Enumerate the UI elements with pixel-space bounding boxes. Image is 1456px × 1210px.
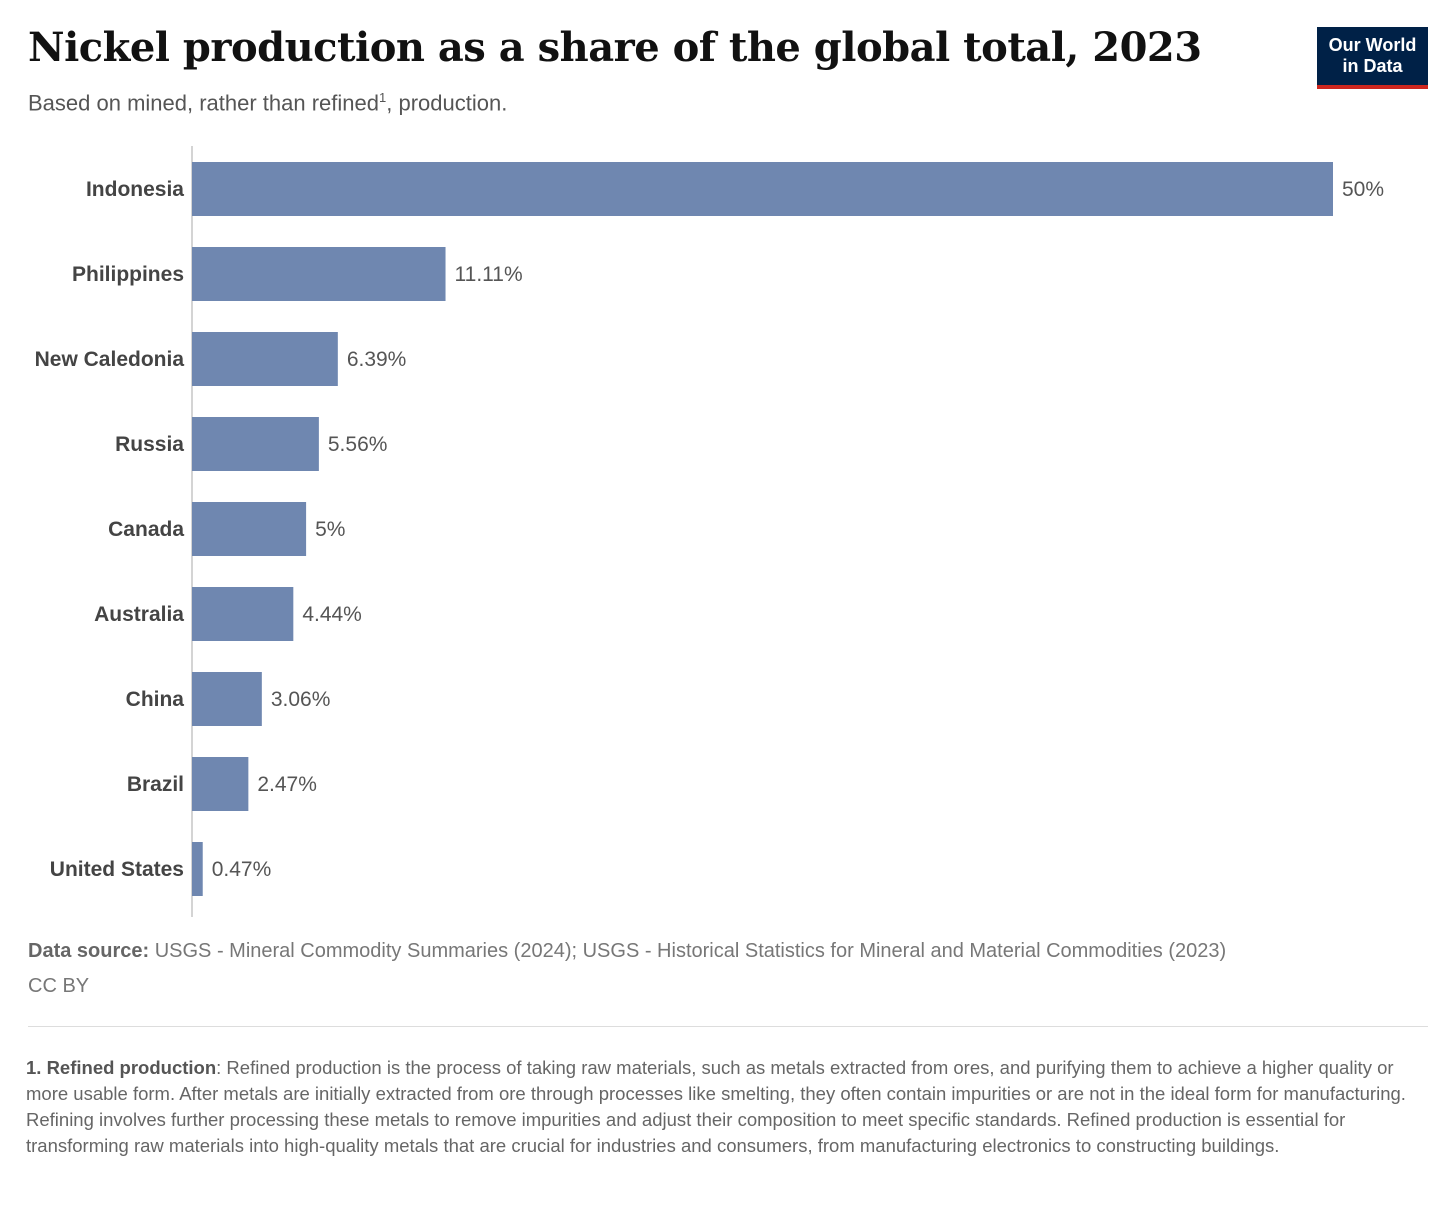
bar[interactable] bbox=[192, 417, 319, 471]
divider bbox=[28, 1026, 1428, 1027]
footnote-text: : Refined production is the process of t… bbox=[26, 1057, 1406, 1156]
chart-title: Nickel production as a share of the glob… bbox=[28, 24, 1202, 71]
data-source-label: Data source: bbox=[28, 940, 150, 962]
value-label: 6.39% bbox=[347, 348, 407, 371]
value-label: 4.44% bbox=[302, 603, 362, 626]
footnote: 1. Refined production: Refined productio… bbox=[26, 1055, 1416, 1159]
footnote-label: 1. Refined production bbox=[26, 1057, 217, 1078]
bar[interactable] bbox=[192, 587, 294, 641]
subtitle-text-end: , production. bbox=[386, 90, 508, 116]
logo-line-1: Our World bbox=[1328, 35, 1417, 55]
bar[interactable] bbox=[192, 332, 338, 386]
value-label: 5.56% bbox=[328, 433, 388, 456]
category-label: Australia bbox=[94, 603, 184, 626]
data-source-text[interactable]: USGS - Mineral Commodity Summaries (2024… bbox=[149, 940, 1227, 962]
owid-logo[interactable]: Our World in Data bbox=[1317, 27, 1428, 89]
bar[interactable] bbox=[192, 672, 262, 726]
value-label: 3.06% bbox=[271, 688, 331, 711]
category-label: Canada bbox=[108, 518, 184, 541]
category-label: Indonesia bbox=[86, 178, 184, 201]
bar[interactable] bbox=[192, 757, 249, 811]
value-label: 5% bbox=[315, 518, 345, 541]
data-source: Data source: USGS - Mineral Commodity Su… bbox=[28, 940, 1226, 963]
footnote-ref[interactable]: 1 bbox=[379, 90, 387, 105]
license[interactable]: CC BY bbox=[28, 975, 90, 997]
category-label: New Caledonia bbox=[35, 348, 185, 371]
category-label: Philippines bbox=[72, 263, 184, 286]
bar-chart: Indonesia 50% Philippines 11.11% New Caledon… bbox=[35, 146, 1384, 917]
logo-line-2: in Data bbox=[1342, 56, 1403, 76]
bar[interactable] bbox=[192, 842, 203, 896]
value-label: 2.47% bbox=[257, 773, 317, 796]
category-label: United States bbox=[50, 858, 184, 881]
value-label: 0.47% bbox=[212, 858, 272, 881]
chart-subtitle: Based on mined, rather than refined1, pr… bbox=[28, 90, 507, 116]
bar[interactable] bbox=[192, 502, 307, 556]
value-label: 11.11% bbox=[455, 263, 523, 286]
category-label: Russia bbox=[115, 433, 184, 456]
value-label: 50% bbox=[1342, 178, 1384, 201]
bar[interactable] bbox=[192, 247, 446, 301]
subtitle-text: Based on mined, rather than refined bbox=[28, 90, 380, 116]
category-label: Brazil bbox=[127, 773, 184, 796]
category-label: China bbox=[126, 688, 185, 711]
bar[interactable] bbox=[192, 162, 1333, 216]
